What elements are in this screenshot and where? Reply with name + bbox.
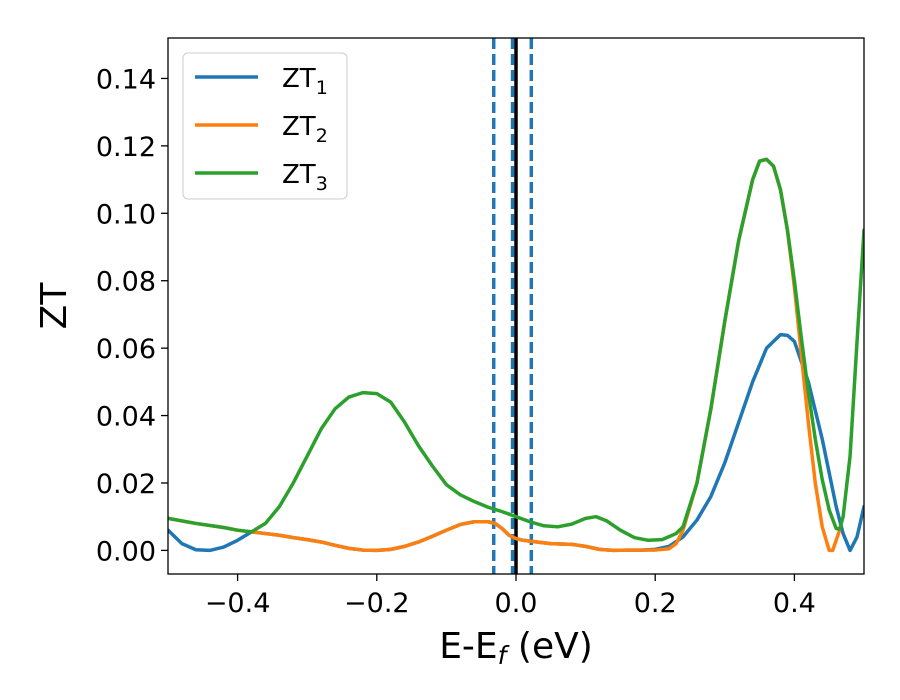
x-axis-ticks: −0.4 −0.2 0.0 0.2 0.4 bbox=[205, 574, 816, 619]
y-tick-label: 0.12 bbox=[96, 132, 156, 163]
y-tick-label: 0.00 bbox=[96, 536, 156, 567]
y-tick-label: 0.10 bbox=[96, 199, 156, 230]
legend-box bbox=[182, 52, 348, 200]
reference-lines bbox=[491, 38, 534, 574]
y-tick-label: 0.08 bbox=[96, 267, 156, 298]
y-tick-label: 0.04 bbox=[96, 402, 156, 433]
x-tick-label: −0.4 bbox=[205, 588, 271, 619]
y-tick-label: 0.14 bbox=[96, 64, 156, 95]
series-line-zt2 bbox=[168, 157, 842, 553]
series-line-zt3 bbox=[168, 157, 864, 543]
y-axis-ticks: 0.00 0.02 0.04 0.06 0.08 0.10 0.12 0.14 bbox=[96, 64, 168, 567]
x-tick-label: 0.2 bbox=[634, 588, 677, 619]
x-tick-label: 0.0 bbox=[495, 588, 538, 619]
x-tick-label: 0.4 bbox=[773, 588, 816, 619]
y-tick-label: 0.02 bbox=[96, 469, 156, 500]
legend-label-zt2: ZT2 bbox=[282, 112, 328, 147]
legend: ZT1 ZT2 ZT3 bbox=[182, 52, 348, 200]
x-tick-label: −0.2 bbox=[344, 588, 410, 619]
legend-label-zt1: ZT1 bbox=[282, 64, 328, 99]
y-tick-label: 0.06 bbox=[96, 334, 156, 365]
series-lines bbox=[168, 157, 864, 553]
legend-label-zt3: ZT3 bbox=[282, 160, 328, 195]
x-axis-label: E-Ef (eV) bbox=[439, 626, 593, 670]
y-axis-label: ZT bbox=[34, 282, 75, 330]
